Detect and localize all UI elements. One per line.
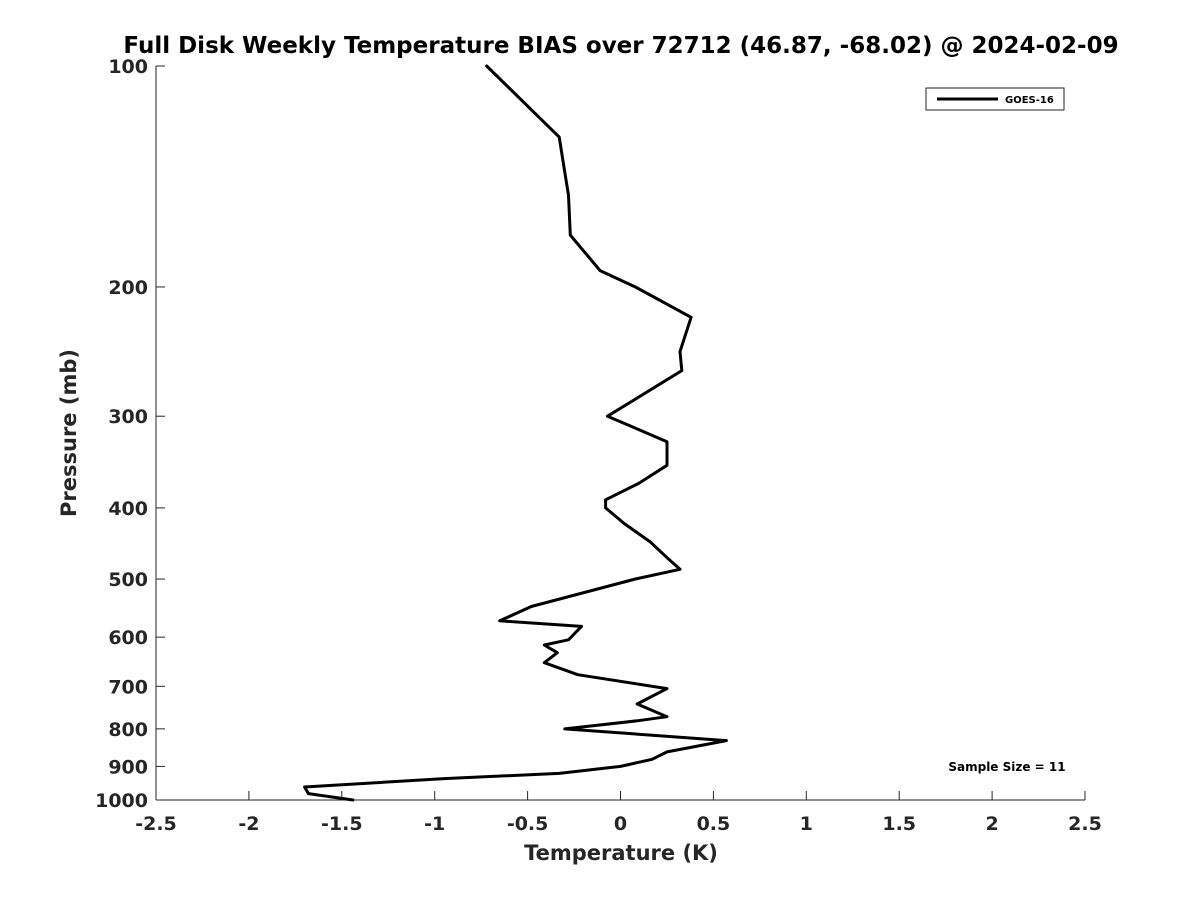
x-tick-label: 2: [985, 813, 998, 835]
x-tick-label: 0: [614, 813, 627, 835]
x-tick-label: -1.5: [321, 813, 363, 835]
x-tick-label: -1: [424, 813, 445, 835]
x-axis-label: Temperature (K): [524, 841, 718, 865]
y-axis-label: Pressure (mb): [57, 349, 81, 517]
y-tick-label: 900: [108, 756, 148, 778]
y-tick-label: 800: [108, 719, 148, 741]
x-axis-ticks: -2.5 -2 -1.5 -1 -0.5 0 0.5 1 1.5 2 2.5: [135, 791, 1102, 835]
y-tick-label: 700: [108, 676, 148, 698]
y-tick-label: 100: [108, 56, 148, 78]
y-axis-ticks: 100 200 300 400 500 600 700 800 900 1000: [95, 56, 165, 812]
x-tick-label: 0.5: [697, 813, 731, 835]
chart-title: Full Disk Weekly Temperature BIAS over 7…: [123, 33, 1118, 59]
x-tick-label: -2: [238, 813, 259, 835]
y-tick-label: 600: [108, 627, 148, 649]
y-tick-label: 200: [108, 277, 148, 299]
series-line-goes-16: [303, 64, 728, 802]
x-tick-label: -0.5: [507, 813, 549, 835]
y-tick-label: 1000: [95, 790, 148, 812]
legend: GOES-16: [925, 87, 1065, 111]
x-tick-label: -2.5: [135, 813, 177, 835]
legend-label-goes-16: GOES-16: [1005, 95, 1054, 106]
x-tick-label: 2.5: [1068, 813, 1102, 835]
series-layer: [303, 64, 728, 802]
y-tick-label: 300: [108, 406, 148, 428]
x-tick-label: 1.5: [882, 813, 916, 835]
y-tick-label: 400: [108, 498, 148, 520]
x-tick-label: 1: [800, 813, 813, 835]
y-tick-label: 500: [108, 569, 148, 591]
sample-size-annotation: Sample Size = 11: [948, 760, 1065, 774]
